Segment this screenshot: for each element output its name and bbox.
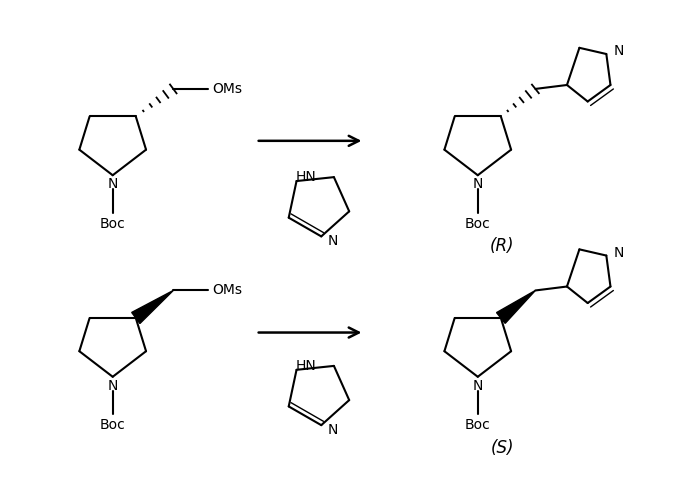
Text: N: N [613, 44, 624, 58]
Text: Boc: Boc [100, 216, 126, 231]
Text: N: N [473, 177, 483, 191]
Text: HN: HN [296, 170, 316, 184]
Text: N: N [327, 423, 338, 437]
Text: N: N [473, 379, 483, 393]
Text: HN: HN [296, 359, 316, 373]
Polygon shape [131, 290, 173, 324]
Text: N: N [108, 379, 118, 393]
Polygon shape [496, 290, 535, 324]
Text: Boc: Boc [100, 418, 126, 432]
Text: N: N [613, 246, 624, 260]
Text: N: N [108, 177, 118, 191]
Text: N: N [327, 234, 338, 248]
Text: Boc: Boc [465, 418, 491, 432]
Text: OMs: OMs [212, 284, 243, 297]
Text: OMs: OMs [212, 82, 243, 96]
Text: (S): (S) [491, 439, 514, 456]
Text: (R): (R) [490, 237, 514, 255]
Text: Boc: Boc [465, 216, 491, 231]
